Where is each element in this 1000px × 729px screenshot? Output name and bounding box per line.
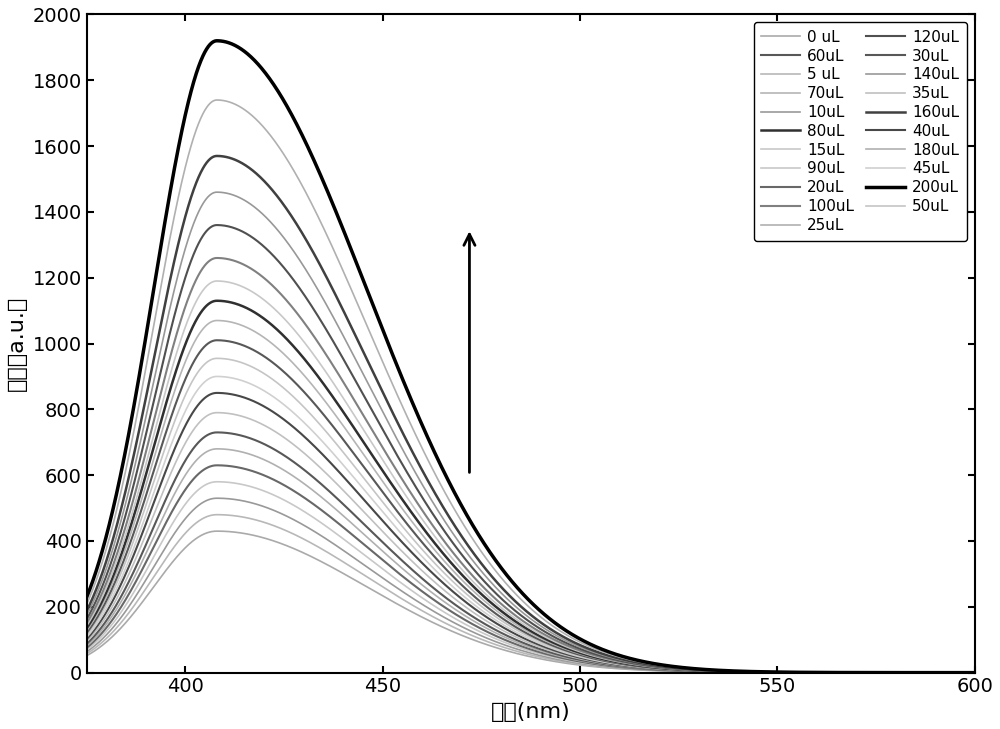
Y-axis label: 强度（a.u.）: 强度（a.u.） [7, 296, 27, 391]
Legend: 0 uL, 60uL, 5 uL, 70uL, 10uL, 80uL, 15uL, 90uL, 20uL, 100uL, 25uL, 120uL, 30uL, : 0 uL, 60uL, 5 uL, 70uL, 10uL, 80uL, 15uL… [754, 22, 967, 241]
X-axis label: 波长(nm): 波长(nm) [491, 702, 570, 722]
